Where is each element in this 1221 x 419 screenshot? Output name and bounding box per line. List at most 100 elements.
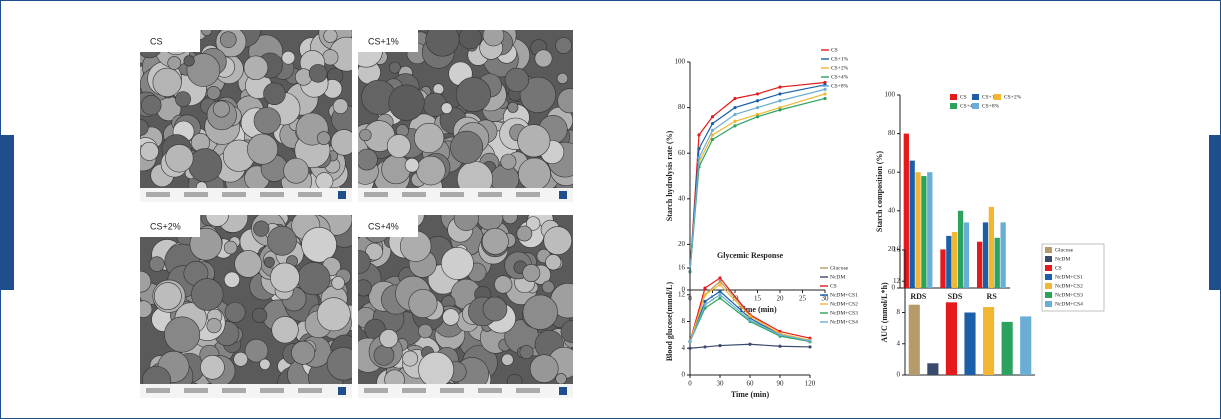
grain (356, 149, 377, 170)
info-text (184, 388, 208, 393)
legend-label: CS+8% (831, 83, 849, 89)
grain (207, 86, 220, 99)
bar (964, 313, 975, 376)
y-axis-title: Starch hydrolysis rate (%) (665, 130, 674, 221)
grain (264, 83, 286, 105)
grain (450, 131, 482, 163)
grain (518, 158, 550, 190)
y-tick-label: 4 (682, 344, 686, 352)
data-point (733, 113, 736, 116)
grain (441, 247, 473, 279)
data-point (823, 92, 826, 95)
info-text (364, 192, 388, 197)
sem-label: CS+1% (368, 36, 399, 46)
legend-label: CS (1055, 265, 1062, 271)
legend-label: CS+4% (831, 74, 849, 80)
data-point (808, 345, 811, 348)
grain (149, 257, 164, 272)
info-text (298, 192, 322, 197)
bar (909, 305, 920, 375)
grain (542, 281, 554, 293)
bar (946, 236, 951, 288)
legend-label: NcDM+CS1 (830, 292, 858, 298)
info-text (298, 388, 322, 393)
grain (387, 134, 410, 157)
logo (338, 191, 346, 199)
info-text (260, 388, 284, 393)
data-point (778, 333, 781, 336)
legend-swatch (1045, 265, 1052, 271)
grain (235, 250, 262, 277)
grain (224, 241, 237, 254)
grain (409, 289, 437, 317)
bar (989, 207, 994, 288)
info-text (516, 388, 540, 393)
y-axis-title: Starch composition (%) (875, 151, 884, 233)
y-tick-label: 40 (888, 206, 896, 214)
legend-label: CS+2% (831, 65, 849, 71)
data-point (733, 97, 736, 100)
legend-label: CS (831, 47, 838, 53)
grain (483, 297, 507, 321)
legend-label: NcDM+CS4 (830, 319, 858, 325)
data-point (688, 347, 691, 350)
sem-image: CS+2% (130, 203, 364, 402)
bar (910, 161, 915, 288)
bar (940, 249, 945, 288)
grain (168, 56, 181, 69)
grain (324, 29, 338, 43)
data-point (733, 106, 736, 109)
x-tick-label: 30 (717, 380, 725, 388)
grain (501, 154, 516, 169)
grain (544, 227, 572, 255)
data-point (808, 339, 811, 342)
legend-swatch (950, 94, 957, 100)
grain (252, 308, 267, 323)
grain (405, 158, 419, 172)
data-point (688, 340, 691, 343)
grain (456, 77, 490, 111)
data-point (718, 344, 721, 347)
grain (418, 324, 432, 338)
legend-label: NcDM (830, 274, 845, 280)
y-tick-label: 12 (678, 290, 686, 298)
data-point (778, 99, 781, 102)
grain (282, 51, 295, 64)
grain (234, 352, 248, 366)
grain (332, 277, 345, 290)
x-tick-label: 30 (822, 295, 830, 303)
grain (556, 37, 572, 53)
bar (952, 232, 957, 288)
x-tick-label: 0 (688, 380, 692, 388)
data-point (756, 92, 759, 95)
info-text (402, 388, 426, 393)
grain (284, 158, 309, 183)
data-point (778, 108, 781, 111)
grain (482, 228, 508, 254)
grain (224, 272, 240, 288)
logo (338, 387, 346, 395)
bar (1020, 316, 1031, 375)
sem-image: CS+1% (347, 18, 585, 202)
bar (964, 222, 969, 288)
bar (995, 238, 1000, 288)
x-tick-label: 15 (754, 295, 762, 303)
info-text (478, 388, 502, 393)
data-point (778, 92, 781, 95)
data-point (778, 85, 781, 88)
x-tick-label: RDS (910, 292, 927, 301)
grain (530, 355, 558, 383)
grain (416, 156, 445, 185)
grain (264, 257, 274, 267)
legend-swatch (1045, 301, 1052, 307)
legend-swatch (972, 103, 979, 109)
bar (904, 134, 909, 288)
bar (927, 363, 938, 375)
legend-label: CS (960, 94, 967, 100)
data-point (711, 129, 714, 132)
legend-swatch (1045, 274, 1052, 280)
grain (523, 264, 540, 281)
data-point (711, 122, 714, 125)
logo (559, 191, 567, 199)
grain (389, 85, 425, 121)
